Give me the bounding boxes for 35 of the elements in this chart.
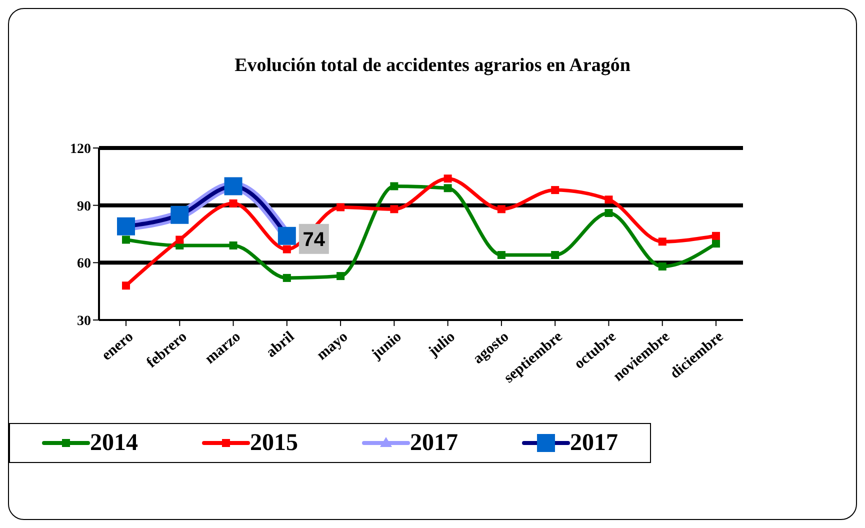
point: [282, 245, 291, 254]
point: [229, 241, 238, 250]
point: [122, 236, 130, 244]
y-tick-label: 90: [77, 199, 91, 214]
point: [497, 205, 506, 214]
point: [390, 205, 398, 214]
point: [122, 282, 130, 290]
point: [712, 240, 720, 248]
point: [604, 196, 613, 204]
legend-label: 2014: [90, 430, 138, 456]
point: [229, 199, 238, 208]
legend-label: 2015: [250, 430, 298, 456]
point: [658, 262, 666, 270]
point: [336, 203, 345, 212]
y-tick-label: 120: [70, 142, 91, 157]
point: [176, 236, 184, 244]
y-tick-label: 60: [77, 256, 91, 272]
point: [390, 182, 398, 190]
data-label: 74: [302, 228, 326, 251]
chart-title: Evolución total de accidentes agrarios en Aragón: [234, 55, 632, 77]
y-tick-label: 30: [77, 314, 91, 329]
legend-label: 2017: [570, 430, 618, 456]
point: [336, 272, 345, 280]
point: [551, 186, 560, 194]
x-tick-label: enero: [99, 328, 137, 364]
x-tick-label: julio: [424, 328, 458, 360]
point: [444, 184, 452, 192]
point: [551, 251, 560, 260]
point: [712, 232, 720, 240]
point: [444, 174, 452, 183]
point: [282, 274, 291, 282]
point: [658, 238, 666, 246]
point: [604, 208, 613, 217]
point: [497, 251, 506, 260]
legend-label: 2017: [410, 430, 458, 456]
